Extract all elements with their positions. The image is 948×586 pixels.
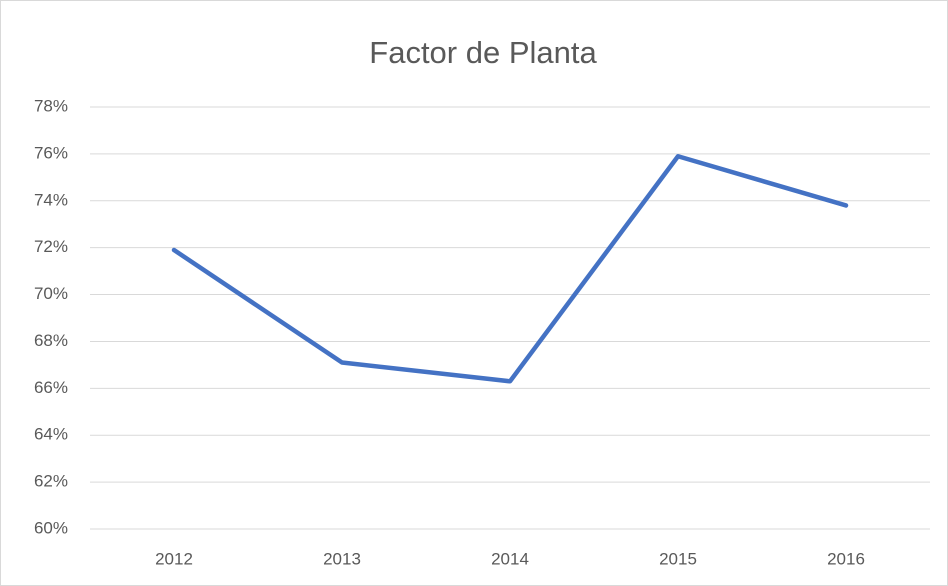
y-tick-label: 78% — [34, 96, 68, 115]
x-tick-label: 2015 — [659, 549, 697, 568]
y-tick-label: 64% — [34, 425, 68, 444]
y-tick-label: 62% — [34, 472, 68, 491]
chart-title: Factor de Planta — [369, 35, 597, 70]
y-tick-label: 72% — [34, 237, 68, 256]
x-tick-label: 2016 — [827, 549, 865, 568]
x-tick-label: 2012 — [155, 549, 193, 568]
y-tick-label: 70% — [34, 284, 68, 303]
y-tick-label: 74% — [34, 190, 68, 209]
x-tick-label: 2014 — [491, 549, 529, 568]
y-tick-label: 66% — [34, 378, 68, 397]
series-line — [171, 153, 849, 384]
y-tick-label: 68% — [34, 331, 68, 350]
y-tick-label: 60% — [34, 518, 68, 537]
x-tick-label: 2013 — [323, 549, 361, 568]
y-tick-label: 76% — [34, 143, 68, 162]
